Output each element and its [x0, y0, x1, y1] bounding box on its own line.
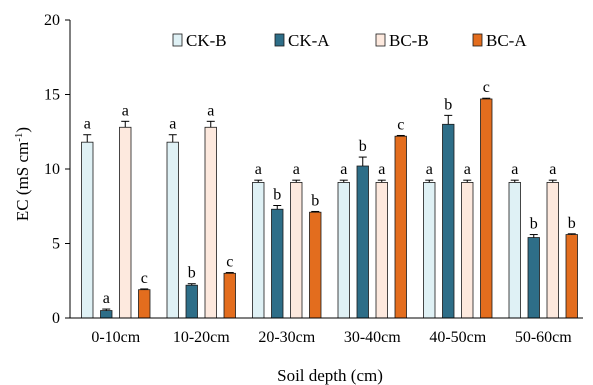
legend-label: BC-B: [389, 31, 429, 50]
y-axis-label-close: ): [13, 127, 32, 133]
bar: [119, 126, 132, 319]
legend-label: CK-B: [186, 31, 227, 50]
x-tick-label: 20-30cm: [258, 329, 315, 346]
y-axis-label-sup: -1: [13, 133, 25, 142]
bar: [81, 141, 94, 319]
bar: [309, 211, 322, 319]
bar: [290, 182, 303, 319]
y-tick-label: 10: [44, 161, 60, 178]
significance-label: b: [530, 216, 538, 233]
significance-label: b: [273, 187, 281, 204]
bar: [100, 310, 113, 319]
y-tick-label: 15: [44, 87, 60, 104]
significance-label: a: [122, 102, 129, 119]
bar: [223, 272, 236, 319]
x-tick-label: 10-20cm: [173, 329, 230, 346]
significance-label: a: [169, 116, 176, 133]
x-axis-label: Soil depth (cm): [277, 366, 383, 385]
significance-label: a: [464, 161, 471, 178]
legend-label: CK-A: [288, 31, 330, 50]
bar: [508, 182, 521, 319]
significance-label: a: [207, 102, 214, 119]
significance-label: c: [226, 254, 233, 271]
legend-swatch: [172, 33, 183, 47]
significance-label: a: [378, 161, 385, 178]
bar: [527, 237, 540, 319]
bar: [394, 135, 407, 319]
significance-label: a: [84, 116, 91, 133]
bar: [356, 165, 369, 319]
significance-label: b: [444, 96, 452, 113]
bar: [166, 141, 179, 319]
significance-label: a: [255, 161, 262, 178]
significance-label: a: [103, 290, 110, 307]
y-tick-label: 5: [52, 236, 60, 253]
bar: [271, 208, 284, 319]
bar: [252, 182, 265, 319]
legend: CK-B CK-A BC-B BC-A: [172, 31, 527, 50]
significance-label: a: [293, 161, 300, 178]
bar: [138, 289, 151, 319]
legend-swatch: [472, 33, 483, 47]
x-tick-label: 0-10cm: [91, 329, 140, 346]
significance-label: c: [141, 270, 148, 287]
bar: [204, 126, 217, 319]
x-tick-label: 50-60cm: [515, 329, 572, 346]
y-tick-label: 0: [52, 310, 60, 327]
y-tick-label: 20: [44, 12, 60, 29]
bar: [337, 182, 350, 319]
x-tick-label: 40-50cm: [429, 329, 486, 346]
bar: [565, 234, 578, 319]
bar: [480, 98, 493, 319]
legend-swatch: [274, 33, 285, 47]
bar: [546, 182, 559, 319]
bar: [375, 182, 388, 319]
y-axis-label: EC (mS cm-1): [13, 127, 32, 221]
significance-label: b: [568, 215, 576, 232]
significance-label: c: [483, 79, 490, 96]
significance-label: b: [188, 265, 196, 282]
y-axis-label-main: EC (mS cm: [13, 142, 32, 221]
significance-label: b: [311, 192, 319, 209]
significance-label: c: [397, 116, 404, 133]
x-tick-label: 30-40cm: [344, 329, 401, 346]
bar: [185, 284, 198, 319]
significance-label: a: [511, 161, 518, 178]
legend-label: BC-A: [486, 31, 527, 50]
bar: [423, 182, 436, 319]
x-ticks-layer: 0-10cm 10-20cm 20-30cm 30-40cm 40-50cm 50-60c…: [91, 329, 572, 346]
significance-label: a: [549, 161, 556, 178]
bar: [442, 123, 455, 319]
significance-label: a: [426, 161, 433, 178]
significance-label: a: [340, 161, 347, 178]
significance-label: b: [359, 138, 367, 155]
bar: [461, 182, 474, 319]
y-ticks-layer: 0 5 10 15 20: [44, 12, 70, 327]
legend-swatch: [375, 33, 386, 47]
